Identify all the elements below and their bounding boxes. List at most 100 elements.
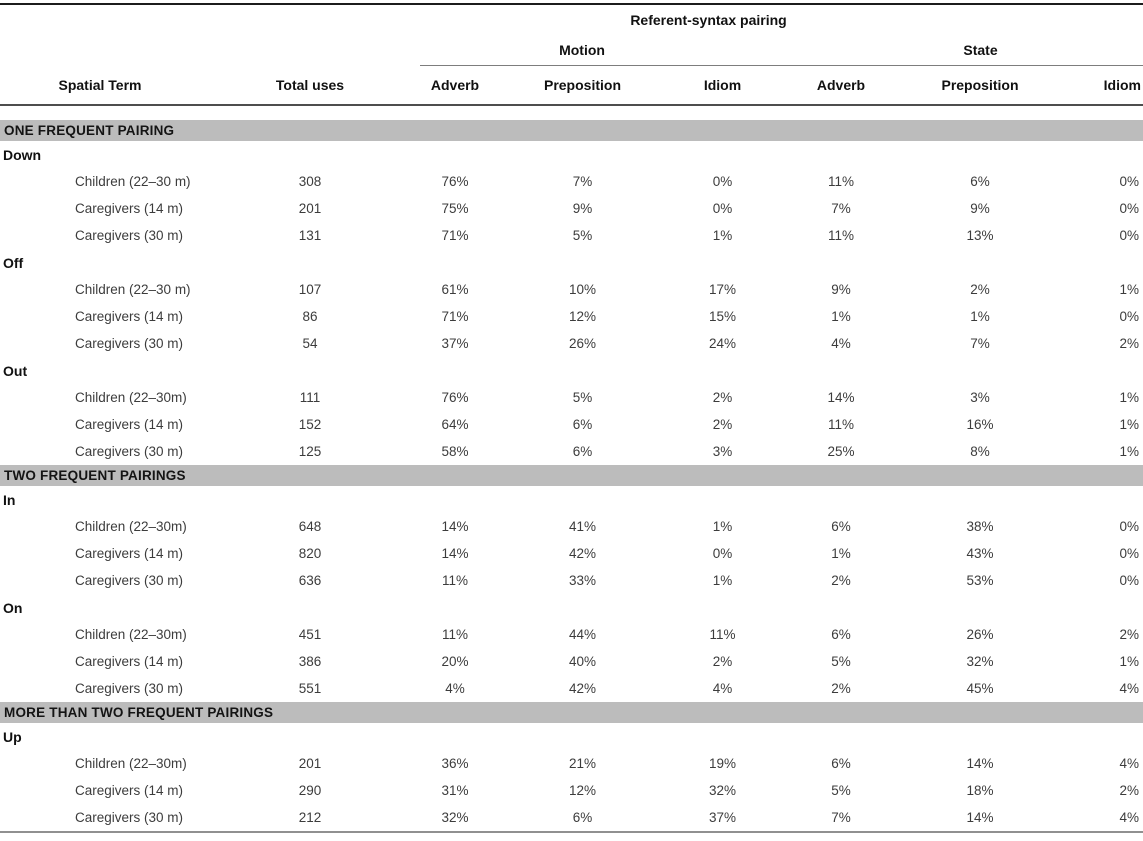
motion-preposition-value: 5% [572, 228, 593, 243]
state-idiom-value: 2% [1119, 627, 1139, 642]
table-row: Caregivers (14 m) 290 31% 12% 32% 5% 18%… [0, 777, 1143, 804]
group-label: Caregivers (14 m) [75, 417, 184, 432]
state-adverb-value: 5% [831, 654, 851, 669]
table-row: Caregivers (30 m) 125 58% 6% 3% 25% 8% 1… [0, 438, 1143, 465]
state-adverb-value: 9% [831, 282, 851, 297]
motion-preposition-value: 44% [568, 627, 597, 642]
state-idiom-value: 4% [1119, 681, 1139, 696]
total-uses-value: 201 [298, 201, 322, 216]
motion-adverb-value: 11% [441, 573, 469, 588]
motion-group-header-cell: Motion [420, 35, 770, 66]
motion-preposition-value: 21% [568, 756, 597, 771]
table-row: Children (22–30m) 451 11% 44% 11% 6% 26%… [0, 621, 1143, 648]
motion-preposition-value: 10% [568, 282, 597, 297]
column-header-total-uses: Total uses [200, 65, 420, 106]
motion-adverb-value: 58% [441, 444, 469, 459]
motion-idiom-value: 17% [708, 282, 737, 297]
table-row: Children (22–30m) 201 36% 21% 19% 6% 14%… [0, 750, 1143, 777]
state-preposition-value: 38% [966, 519, 994, 534]
spatial-term-label: On [3, 599, 23, 616]
motion-idiom-value: 24% [708, 336, 737, 351]
state-preposition-value: 9% [970, 201, 990, 216]
motion-adverb-value: 76% [441, 174, 469, 189]
motion-preposition-value: 6% [572, 417, 593, 432]
motion-adverb-value: 64% [441, 417, 469, 432]
state-adverb-value: 7% [831, 201, 851, 216]
state-idiom-value: 0% [1119, 573, 1139, 588]
state-idiom-value: 0% [1119, 201, 1139, 216]
total-uses-value: 386 [298, 654, 322, 669]
state-adverb-value: 5% [831, 783, 851, 798]
motion-adverb-value: 4% [445, 681, 465, 696]
state-idiom-value: 2% [1119, 783, 1139, 798]
table-body: ONE FREQUENT PAIRING Down Children (22–3… [0, 105, 1143, 832]
state-preposition-value: 2% [970, 282, 990, 297]
spatial-term-label: Out [3, 362, 28, 379]
total-uses-value: 54 [302, 336, 318, 351]
motion-idiom-value: 4% [712, 681, 733, 696]
term-row: Down [0, 141, 1143, 168]
pairing-table: Referent-syntax pairing Motion State Spa… [0, 3, 1143, 833]
total-uses-value: 290 [298, 783, 322, 798]
group-label: Caregivers (30 m) [75, 336, 184, 351]
state-idiom-value: 4% [1119, 810, 1139, 825]
group-label: Children (22–30m) [75, 390, 187, 405]
table-row: Caregivers (14 m) 152 64% 6% 2% 11% 16% … [0, 411, 1143, 438]
state-adverb-value: 11% [827, 174, 855, 189]
motion-adverb-value: 20% [441, 654, 469, 669]
motion-adverb-value: 32% [441, 810, 469, 825]
state-preposition-value: 53% [966, 573, 994, 588]
state-preposition-value: 16% [966, 417, 994, 432]
section-band-row: MORE THAN TWO FREQUENT PAIRINGS [0, 702, 1143, 723]
motion-preposition-value: 7% [572, 174, 593, 189]
group-label: Caregivers (30 m) [75, 228, 184, 243]
group-label: Children (22–30 m) [75, 282, 191, 297]
group-label: Caregivers (14 m) [75, 201, 184, 216]
header-row-groups: Motion State [0, 35, 1143, 66]
state-adverb-value: 2% [831, 573, 851, 588]
group-label: Caregivers (14 m) [75, 546, 184, 561]
section-label: ONE FREQUENT PAIRING [0, 120, 1143, 141]
state-idiom-value: 1% [1119, 444, 1139, 459]
state-preposition-value: 26% [966, 627, 994, 642]
column-header-motion-adverb: Adverb [420, 65, 490, 106]
group-label: Caregivers (30 m) [75, 573, 184, 588]
header-row-title: Referent-syntax pairing [0, 4, 1143, 35]
table-row: Caregivers (14 m) 386 20% 40% 2% 5% 32% … [0, 648, 1143, 675]
motion-idiom-value: 1% [712, 228, 733, 243]
group-label: Caregivers (30 m) [75, 810, 184, 825]
term-row: Up [0, 723, 1143, 750]
gap-cell [0, 105, 1143, 120]
motion-adverb-value: 36% [441, 756, 469, 771]
column-header-spatial-term: Spatial Term [0, 65, 200, 106]
term-row: In [0, 486, 1143, 513]
state-idiom-value: 1% [1119, 417, 1139, 432]
group-label: Caregivers (30 m) [75, 444, 184, 459]
state-preposition-value: 18% [966, 783, 994, 798]
motion-adverb-value: 37% [441, 336, 469, 351]
state-adverb-value: 6% [831, 519, 851, 534]
header-empty-cell [0, 35, 420, 66]
motion-adverb-value: 71% [441, 309, 469, 324]
state-idiom-value: 4% [1119, 756, 1139, 771]
state-adverb-value: 6% [831, 627, 851, 642]
motion-adverb-value: 61% [441, 282, 469, 297]
motion-group-header: Motion [559, 42, 605, 58]
motion-adverb-value: 76% [441, 390, 469, 405]
total-uses-value: 111 [299, 390, 321, 405]
motion-adverb-value: 14% [441, 546, 469, 561]
spatial-term-label: Up [3, 728, 22, 745]
state-idiom-value: 0% [1119, 228, 1139, 243]
total-uses-value: 636 [298, 573, 322, 588]
column-header-state-idiom: Idiom [1048, 65, 1143, 106]
state-group-header-cell: State [770, 35, 1143, 66]
state-preposition-value: 7% [970, 336, 990, 351]
state-preposition-value: 1% [970, 309, 990, 324]
motion-idiom-value: 19% [708, 756, 737, 771]
group-label: Caregivers (14 m) [75, 654, 184, 669]
table-row: Caregivers (30 m) 551 4% 42% 4% 2% 45% 4… [0, 675, 1143, 702]
total-uses-value: 152 [298, 417, 322, 432]
state-preposition-value: 43% [966, 546, 994, 561]
total-uses-value: 201 [298, 756, 322, 771]
state-idiom-value: 0% [1119, 309, 1139, 324]
